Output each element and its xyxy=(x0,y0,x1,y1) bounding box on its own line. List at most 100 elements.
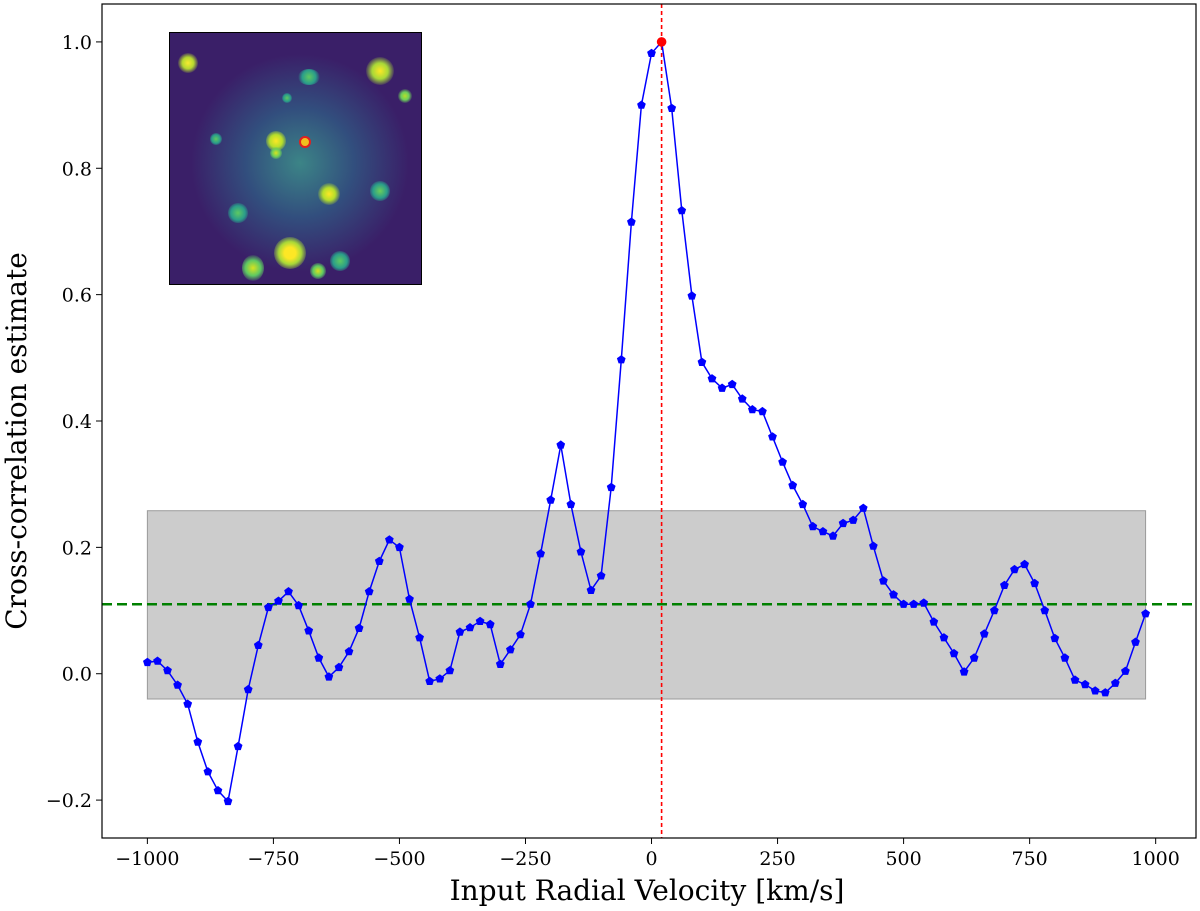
data-point xyxy=(869,541,878,550)
data-point xyxy=(506,645,515,654)
data-point xyxy=(949,648,959,658)
y-axis-ticks: −0.2 0.0 0.2 0.4 0.6 0.8 1.0 xyxy=(46,32,102,812)
data-point xyxy=(576,547,586,556)
y-axis-label: Cross-correlation estimate xyxy=(0,252,33,630)
x-tick-label: 500 xyxy=(885,848,921,870)
data-point xyxy=(717,383,727,392)
data-point xyxy=(1060,653,1070,662)
x-tick-label: −500 xyxy=(373,848,425,870)
data-point xyxy=(707,374,717,383)
data-point xyxy=(465,623,475,632)
inset-source xyxy=(274,237,306,269)
data-point xyxy=(223,796,233,806)
y-tick-label: 0.8 xyxy=(62,158,92,180)
data-point xyxy=(637,100,646,109)
y-tick-label: −0.2 xyxy=(46,790,92,812)
inset-source xyxy=(210,133,222,145)
data-point xyxy=(536,549,545,558)
data-point xyxy=(173,680,182,689)
data-point xyxy=(858,503,868,512)
data-point xyxy=(1121,666,1130,675)
inset-source xyxy=(398,89,412,103)
data-point xyxy=(385,535,394,544)
data-point xyxy=(455,627,465,636)
y-tick-label: 0.0 xyxy=(62,664,92,686)
data-point xyxy=(1111,678,1120,687)
data-point xyxy=(748,405,757,414)
data-point xyxy=(445,666,455,675)
inset-background-glow xyxy=(190,53,410,273)
data-point xyxy=(899,599,908,608)
data-point xyxy=(314,653,324,662)
data-point xyxy=(647,48,656,57)
data-point xyxy=(969,653,979,662)
data-point xyxy=(737,394,747,403)
inset-source xyxy=(178,53,198,73)
x-axis-ticks: −1000 −750 −500 −250 0 250 500 750 1000 xyxy=(115,838,1180,870)
x-axis-label: Input Radial Velocity [km/s] xyxy=(450,874,845,907)
reference-lines-layer xyxy=(102,4,1196,838)
data-point xyxy=(415,633,424,642)
data-point xyxy=(1030,578,1039,588)
y-tick-label: 0.2 xyxy=(62,537,92,559)
x-tick-label: −750 xyxy=(247,848,299,870)
series-layer xyxy=(143,37,1150,806)
data-point xyxy=(264,602,273,612)
data-point xyxy=(475,616,485,625)
data-point xyxy=(979,629,989,638)
data-point xyxy=(495,659,505,668)
data-point xyxy=(193,737,203,746)
inset-source xyxy=(282,93,292,103)
x-tick-label: 750 xyxy=(1011,848,1047,870)
y-tick-label: 0.6 xyxy=(62,285,92,307)
data-point xyxy=(990,605,999,615)
data-point xyxy=(959,667,969,676)
data-point xyxy=(213,786,223,795)
series-line xyxy=(147,40,1147,804)
data-point xyxy=(788,480,798,490)
data-point xyxy=(334,662,344,672)
data-point xyxy=(425,676,435,685)
data-point xyxy=(919,598,929,607)
data-point xyxy=(1090,686,1100,695)
x-tick-label: 250 xyxy=(759,848,795,870)
data-point xyxy=(405,594,414,603)
data-point xyxy=(556,440,566,449)
data-point xyxy=(1050,633,1060,643)
data-point xyxy=(838,518,848,528)
data-point xyxy=(435,674,445,683)
x-tick-label: 0 xyxy=(645,848,657,870)
data-point xyxy=(1100,688,1110,697)
data-point xyxy=(284,587,293,596)
data-point xyxy=(697,357,707,366)
inset-source xyxy=(330,251,350,271)
data-point xyxy=(687,291,697,300)
data-point xyxy=(596,571,606,580)
data-point xyxy=(203,767,213,776)
inset-source xyxy=(228,203,248,223)
data-point xyxy=(848,515,858,524)
x-tick-label: −1000 xyxy=(115,848,179,870)
inset-source xyxy=(370,181,390,201)
data-point xyxy=(294,600,303,610)
data-point xyxy=(374,556,384,565)
y-tick-label: 1.0 xyxy=(62,32,92,54)
data-point xyxy=(143,657,152,667)
data-point xyxy=(627,217,636,226)
data-point xyxy=(667,103,677,112)
data-point xyxy=(1000,580,1009,589)
data-point xyxy=(727,379,737,389)
data-point xyxy=(1080,679,1090,689)
inset-source xyxy=(242,255,264,281)
data-point xyxy=(768,432,777,441)
data-point xyxy=(1141,609,1150,618)
data-point xyxy=(1131,637,1140,646)
data-point xyxy=(1040,605,1050,615)
data-point xyxy=(1010,564,1019,574)
data-point xyxy=(364,587,374,596)
data-point xyxy=(778,457,787,466)
data-point xyxy=(243,684,253,694)
data-point xyxy=(526,599,535,608)
data-point xyxy=(344,647,354,656)
